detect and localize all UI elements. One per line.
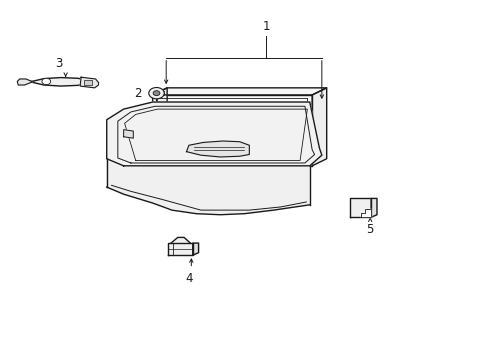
Polygon shape [32,77,87,86]
Ellipse shape [162,136,170,145]
Circle shape [148,87,164,99]
Polygon shape [370,198,376,217]
Polygon shape [152,95,311,166]
Polygon shape [171,238,190,243]
Circle shape [153,91,160,96]
Bar [149,91,163,95]
Text: 4: 4 [185,272,192,285]
Text: 2: 2 [134,87,142,100]
Text: 1: 1 [262,20,269,33]
Polygon shape [123,130,133,138]
Polygon shape [152,88,326,95]
Bar [83,80,92,85]
Polygon shape [311,88,326,166]
Polygon shape [186,141,249,157]
Circle shape [42,78,51,85]
Text: 5: 5 [366,222,373,235]
Polygon shape [349,198,370,217]
Ellipse shape [228,122,239,133]
Polygon shape [360,209,370,217]
Polygon shape [152,88,167,166]
Text: 3: 3 [55,57,62,70]
Polygon shape [80,77,98,88]
Polygon shape [17,79,32,85]
Polygon shape [168,243,192,255]
Polygon shape [106,102,321,166]
Polygon shape [106,159,309,214]
Polygon shape [192,243,198,255]
